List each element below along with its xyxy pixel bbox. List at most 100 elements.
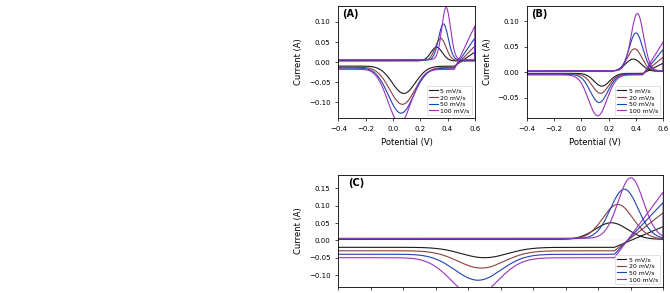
20 mV/s (523, 72, 531, 76)
20 mV/s (523, 69, 531, 73)
50 mV/s (421, 237, 429, 241)
Y-axis label: Current (A): Current (A) (294, 207, 304, 254)
Text: (A): (A) (342, 9, 359, 19)
20 mV/s (596, 91, 604, 95)
50 mV/s (620, 188, 628, 191)
5 mV/s (553, 238, 561, 241)
20 mV/s (553, 237, 561, 241)
Line: 100 mV/s: 100 mV/s (338, 178, 663, 293)
20 mV/s (647, 66, 655, 69)
20 mV/s (334, 237, 342, 241)
50 mV/s (458, 55, 466, 59)
5 mV/s (400, 92, 408, 95)
Line: 5 mV/s: 5 mV/s (527, 59, 663, 86)
Y-axis label: Current (A): Current (A) (294, 39, 304, 86)
5 mV/s (629, 57, 637, 61)
50 mV/s (444, 237, 452, 241)
100 mV/s (442, 6, 450, 9)
50 mV/s (595, 101, 603, 104)
100 mV/s (458, 51, 466, 55)
5 mV/s (629, 238, 637, 241)
5 mV/s (643, 232, 651, 236)
20 mV/s (371, 59, 379, 62)
20 mV/s (426, 55, 434, 59)
100 mV/s (396, 121, 404, 125)
20 mV/s (629, 235, 637, 238)
5 mV/s (381, 59, 389, 63)
100 mV/s (647, 61, 655, 64)
20 mV/s (617, 203, 625, 207)
Line: 100 mV/s: 100 mV/s (338, 7, 475, 123)
20 mV/s (334, 59, 342, 62)
20 mV/s (615, 67, 623, 71)
Line: 5 mV/s: 5 mV/s (338, 223, 663, 258)
100 mV/s (421, 236, 429, 240)
50 mV/s (643, 219, 651, 222)
X-axis label: Potential (V): Potential (V) (569, 138, 621, 146)
5 mV/s (334, 59, 342, 63)
Line: 100 mV/s: 100 mV/s (527, 13, 663, 116)
100 mV/s (334, 256, 342, 260)
20 mV/s (569, 69, 577, 73)
100 mV/s (523, 69, 531, 73)
20 mV/s (643, 224, 651, 228)
50 mV/s (652, 56, 660, 60)
100 mV/s (652, 51, 660, 55)
20 mV/s (478, 266, 486, 270)
Line: 5 mV/s: 5 mV/s (338, 47, 475, 93)
100 mV/s (629, 231, 637, 235)
100 mV/s (371, 58, 379, 62)
5 mV/s (334, 238, 342, 241)
50 mV/s (641, 55, 649, 59)
5 mV/s (371, 59, 379, 63)
20 mV/s (437, 37, 445, 40)
20 mV/s (334, 66, 342, 69)
Line: 20 mV/s: 20 mV/s (338, 205, 663, 268)
5 mV/s (641, 66, 649, 70)
20 mV/s (614, 203, 622, 206)
20 mV/s (559, 69, 567, 73)
5 mV/s (433, 45, 441, 49)
100 mV/s (633, 12, 641, 15)
5 mV/s (615, 67, 623, 71)
100 mV/s (334, 58, 342, 62)
100 mV/s (553, 236, 561, 240)
50 mV/s (453, 58, 461, 61)
5 mV/s (481, 256, 489, 260)
50 mV/s (553, 237, 561, 241)
100 mV/s (569, 69, 577, 73)
100 mV/s (334, 68, 342, 71)
50 mV/s (615, 67, 623, 71)
5 mV/s (453, 59, 461, 63)
100 mV/s (453, 56, 461, 59)
50 mV/s (647, 63, 655, 67)
50 mV/s (334, 237, 342, 241)
Text: (C): (C) (348, 178, 364, 188)
100 mV/s (615, 68, 623, 72)
50 mV/s (464, 47, 472, 50)
20 mV/s (630, 47, 639, 51)
100 mV/s (523, 73, 531, 77)
50 mV/s (426, 57, 434, 61)
20 mV/s (399, 103, 407, 106)
100 mV/s (616, 193, 624, 197)
5 mV/s (421, 238, 429, 241)
X-axis label: Potential (V): Potential (V) (381, 138, 432, 146)
5 mV/s (652, 65, 660, 69)
5 mV/s (523, 71, 531, 75)
20 mV/s (458, 57, 466, 61)
5 mV/s (426, 52, 434, 55)
50 mV/s (629, 233, 637, 236)
5 mV/s (334, 64, 342, 68)
50 mV/s (334, 253, 342, 256)
50 mV/s (523, 73, 531, 76)
20 mV/s (421, 237, 429, 241)
50 mV/s (523, 69, 531, 73)
100 mV/s (626, 176, 634, 180)
50 mV/s (559, 69, 567, 73)
20 mV/s (453, 59, 461, 62)
20 mV/s (334, 249, 342, 253)
Legend: 5 mV/s, 20 mV/s, 50 mV/s, 100 mV/s: 5 mV/s, 20 mV/s, 50 mV/s, 100 mV/s (615, 255, 660, 284)
Line: 50 mV/s: 50 mV/s (527, 33, 663, 103)
100 mV/s (464, 39, 472, 43)
